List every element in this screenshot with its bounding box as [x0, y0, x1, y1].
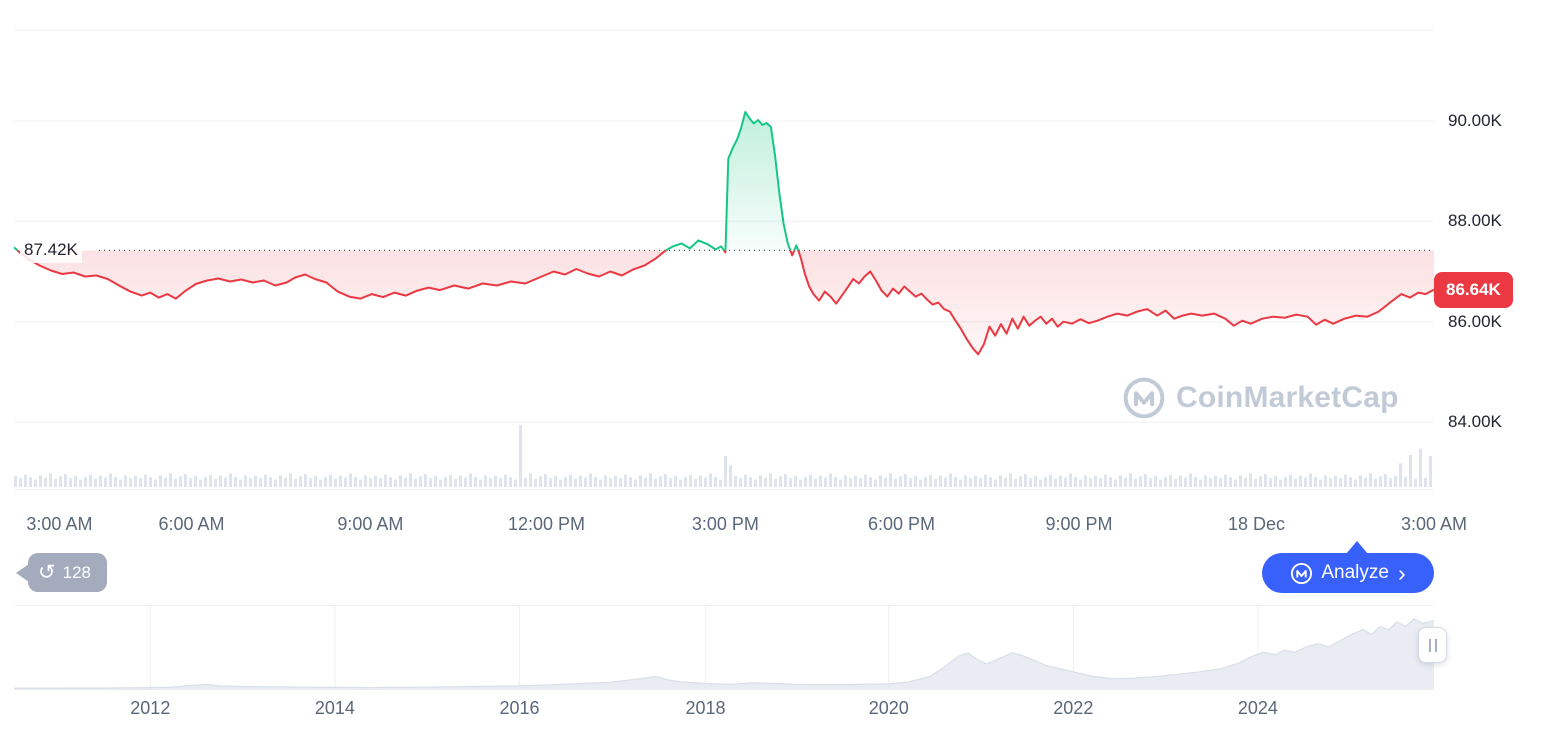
year-tick-4: 2020 [868, 698, 909, 718]
year-tick-1: 2014 [314, 698, 355, 718]
y-axis-tick-90k: 90.00K [1448, 111, 1502, 130]
volume-bars [14, 425, 1432, 487]
time-tick-1: 6:00 AM [158, 514, 225, 534]
history-count-pill[interactable]: ↺ 128 [28, 553, 107, 592]
time-tick-0: 3:00 AM [26, 514, 93, 534]
coinmarketcap-watermark: CoinMarketCap [1122, 376, 1399, 420]
time-tick-6: 9:00 PM [1045, 514, 1113, 534]
year-tick-6: 2024 [1237, 698, 1278, 718]
price-chart-svg[interactable] [14, 10, 1434, 490]
grip-icon [1428, 638, 1437, 652]
time-tick-7: 18 Dec [1227, 514, 1286, 534]
time-tick-3: 12:00 PM [507, 514, 586, 534]
range-selector-svg[interactable] [14, 605, 1434, 690]
time-tick-5: 6:00 PM [867, 514, 936, 534]
reference-price-label: 87.42K [20, 237, 82, 264]
watermark-text: CoinMarketCap [1176, 381, 1399, 414]
time-tick-2: 9:00 AM [337, 514, 404, 534]
year-tick-0: 2012 [130, 698, 171, 718]
analyze-label: Analyze [1321, 562, 1389, 583]
range-selector[interactable] [14, 605, 1434, 690]
y-axis-tick-88k: 88.00K [1448, 211, 1502, 231]
year-tick-2: 2016 [499, 698, 540, 718]
y-axis-tick-86k: 86.00K [1448, 311, 1502, 331]
coinmarketcap-logo-icon [1123, 377, 1165, 419]
price-chart-area[interactable] [14, 10, 1434, 490]
year-tick-3: 2018 [685, 698, 726, 718]
coinmarketcap-icon [1291, 562, 1313, 584]
history-clock-icon: ↺ [38, 561, 56, 584]
time-tick-4: 3:00 PM [691, 514, 759, 534]
time-tick-8: 3:00 AM [1400, 514, 1468, 534]
year-tick-5: 2022 [1053, 698, 1094, 718]
y-axis-tick-84k: 84.00K [1448, 412, 1502, 431]
chevron-right-icon: › [1397, 559, 1406, 586]
history-count: 128 [62, 562, 91, 582]
range-handle-right[interactable] [1418, 627, 1447, 663]
last-price-badge: 86.64K [1434, 271, 1513, 308]
analyze-button[interactable]: Analyze › [1262, 541, 1434, 593]
